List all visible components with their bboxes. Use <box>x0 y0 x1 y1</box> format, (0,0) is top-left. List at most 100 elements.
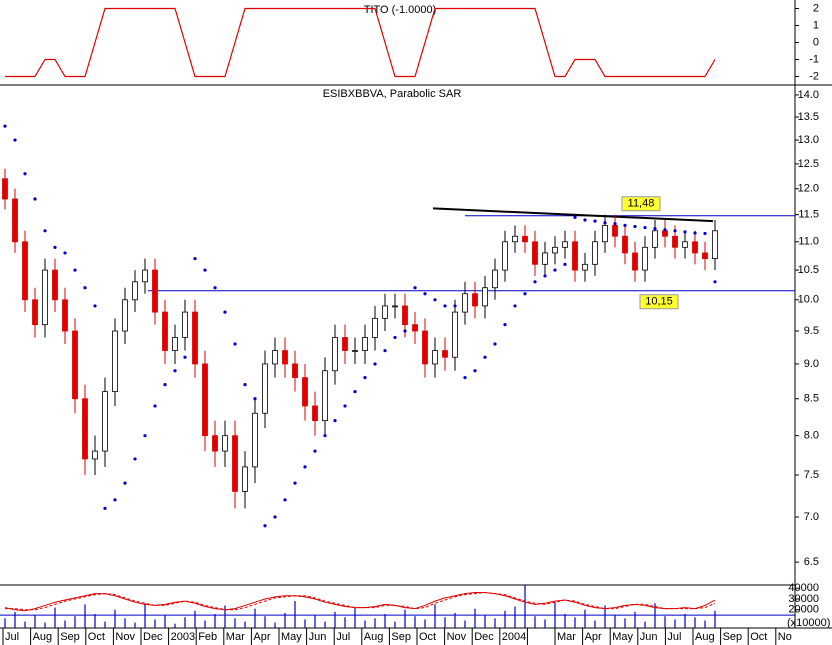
candle-body <box>232 435 238 492</box>
y-tick-label: 14.0 <box>798 89 819 101</box>
candle-body <box>222 435 228 452</box>
candle-body <box>642 246 648 271</box>
candle-body <box>372 317 378 338</box>
candle-body <box>662 230 668 237</box>
x-tick-label: Oct <box>750 631 767 643</box>
sar-dot <box>483 355 487 359</box>
y-tick-label: 8.5 <box>804 393 819 405</box>
y-tick-label: 30000 <box>788 593 819 605</box>
sar-dot <box>163 382 167 387</box>
level-label-box <box>639 294 679 310</box>
sar-dot <box>643 225 647 230</box>
candle-body <box>602 224 608 243</box>
y-tick-label: 9.5 <box>804 325 819 337</box>
sar-dot <box>253 397 257 401</box>
candle-body <box>472 293 478 307</box>
sar-dot <box>703 231 707 236</box>
sar-dot <box>63 251 67 255</box>
sar-dot <box>203 268 207 272</box>
sar-dot <box>603 221 607 225</box>
candle-body <box>122 299 128 332</box>
candle-body <box>72 330 78 400</box>
sar-dot <box>493 342 497 346</box>
sar-dot <box>683 230 687 234</box>
sar-dot <box>663 228 667 232</box>
y-tick-label: 8.0 <box>804 430 819 442</box>
sar-dot <box>143 434 147 438</box>
x-tick-label: Nov <box>115 631 135 643</box>
level-label: 10,15 <box>645 296 673 308</box>
sar-dot <box>653 227 657 231</box>
y-tick-label: 13.0 <box>798 134 819 146</box>
candle-body <box>362 337 368 351</box>
sar-dot <box>403 329 407 333</box>
sar-dot <box>283 498 287 502</box>
sar-dot <box>343 404 347 408</box>
y-tick-label: 1 <box>813 19 819 31</box>
x-tick-label: Aug <box>695 631 715 643</box>
candle-body <box>542 252 548 265</box>
y-tick-label: 6.5 <box>804 556 819 568</box>
candle-body <box>32 299 38 326</box>
level-label-box <box>621 196 661 212</box>
candle-body <box>502 241 508 271</box>
x-tick-label: Sep <box>391 631 411 643</box>
sar-dot <box>463 376 467 380</box>
sar-dot <box>613 222 617 226</box>
candle-body <box>552 246 558 254</box>
candle-body <box>462 293 468 313</box>
sar-dot <box>523 292 527 296</box>
x-tick-label: May <box>612 631 633 643</box>
y-tick-label: 20000 <box>788 604 819 616</box>
candle-body <box>712 230 718 259</box>
candle-body <box>572 241 578 271</box>
candle-body <box>592 241 598 265</box>
x-tick-label: Aug <box>364 631 384 643</box>
candle-body <box>382 305 388 319</box>
sar-dot <box>213 286 217 290</box>
sar-dot <box>123 481 127 485</box>
x-tick-label: Feb <box>198 631 217 643</box>
sar-dot <box>503 323 507 327</box>
sar-dot <box>393 335 397 340</box>
y-tick-label: 12.0 <box>798 183 819 195</box>
candle-body <box>82 398 88 460</box>
sar-dot <box>113 498 117 502</box>
x-tick-label: Apr <box>585 631 602 643</box>
x-tick-label: Nov <box>447 631 467 643</box>
sar-dot <box>673 229 677 233</box>
sar-dot <box>573 215 577 219</box>
candle-body <box>432 350 438 365</box>
candle-body <box>2 178 8 200</box>
candle-body <box>652 230 658 248</box>
x-tick-label: Oct <box>419 631 436 643</box>
sar-dot <box>133 457 137 461</box>
candle-body <box>562 241 568 248</box>
y-tick-label: 10.5 <box>798 264 819 276</box>
volume-average-line <box>4 592 716 612</box>
sar-dot <box>23 172 27 176</box>
sar-dot <box>263 524 267 528</box>
x-tick-label: Mar <box>557 631 576 643</box>
candle-body <box>452 311 458 358</box>
sar-dot <box>593 219 597 223</box>
candle-body <box>422 330 428 365</box>
sar-dot <box>373 362 377 366</box>
sar-dot <box>563 262 567 266</box>
sar-dot <box>153 404 157 408</box>
candle-body <box>482 287 488 307</box>
candle-body <box>632 252 638 271</box>
sar-dot <box>443 304 447 308</box>
sar-dot <box>363 376 367 380</box>
sar-dot <box>713 280 717 284</box>
candle-body <box>302 377 308 407</box>
x-tick-label: Aug <box>33 631 53 643</box>
sar-dot <box>43 229 47 233</box>
y-tick-label: 10.0 <box>798 294 819 306</box>
candle-body <box>702 252 708 259</box>
candle-body <box>262 363 268 414</box>
x-tick-label: Jun <box>640 631 658 643</box>
candle-body <box>692 241 698 254</box>
y-tick-label: 13.5 <box>798 111 819 123</box>
